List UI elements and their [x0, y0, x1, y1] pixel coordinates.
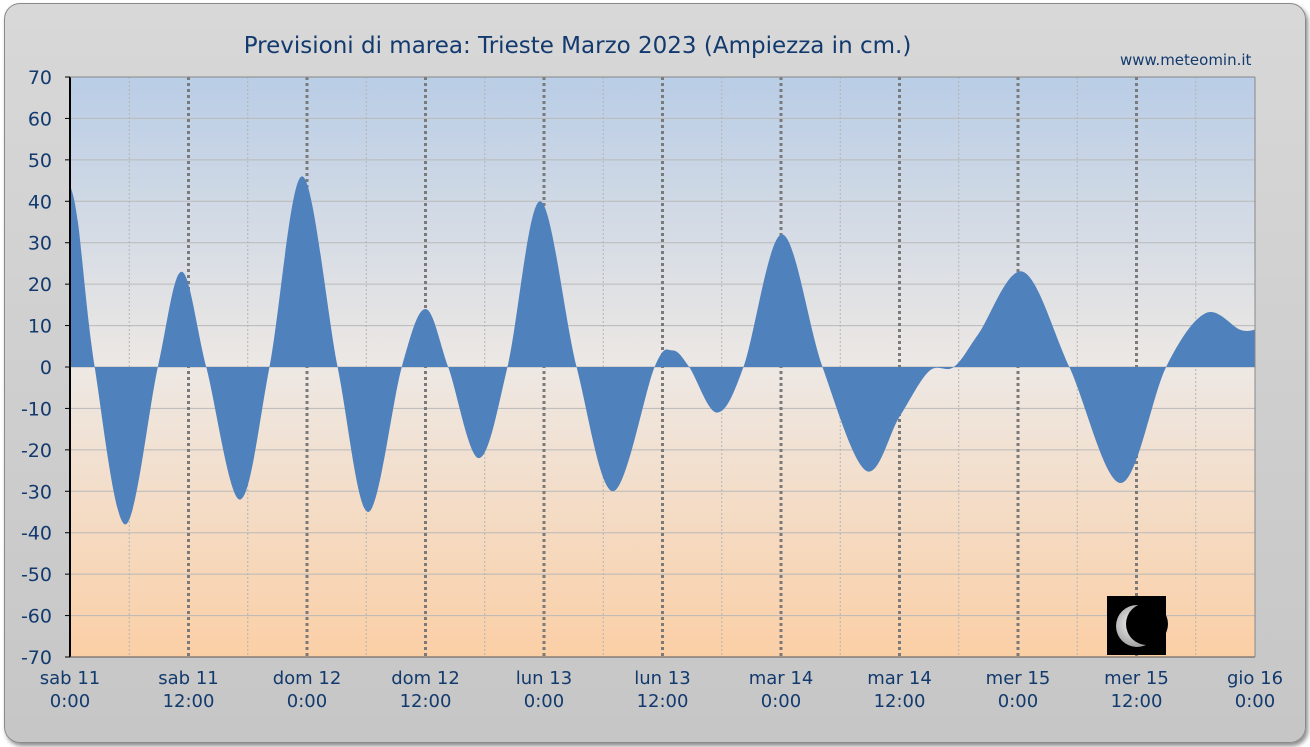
- y-tick-label: -10: [21, 398, 52, 420]
- y-tick-label: -20: [21, 440, 52, 462]
- chart-title: Previsioni di marea: Trieste Marzo 2023 …: [243, 33, 912, 59]
- x-tick-day: sab 11: [158, 668, 218, 689]
- x-tick-label: gio 160:00: [1227, 668, 1283, 712]
- x-tick-time: 0:00: [998, 691, 1038, 712]
- tide-area: [70, 176, 1255, 525]
- x-tick-label: mer 150:00: [986, 668, 1051, 712]
- x-tick-day: mer 15: [1104, 668, 1169, 689]
- x-tick-label: mar 140:00: [749, 668, 814, 712]
- x-tick-time: 0:00: [287, 691, 327, 712]
- x-tick-day: mer 15: [986, 668, 1051, 689]
- waning-crescent-moon-icon: [1107, 596, 1168, 655]
- y-tick-label: -30: [21, 481, 52, 503]
- y-tick-label: 30: [28, 233, 52, 255]
- y-tick-label: -50: [21, 564, 52, 586]
- x-tick-label: sab 110:00: [40, 668, 100, 712]
- x-tick-time: 0:00: [761, 691, 801, 712]
- y-tick-labels: 70 60 50 40 30 20 10 0 -10 -20 -30 -40 -50 -60 -70: [21, 67, 70, 669]
- axes: [69, 76, 1256, 658]
- x-tick-time: 12:00: [1111, 691, 1163, 712]
- y-tick-label: 0: [40, 357, 52, 379]
- x-tick-label: dom 120:00: [273, 668, 342, 712]
- x-tick-day: gio 16: [1227, 668, 1283, 689]
- x-tick-time: 0:00: [524, 691, 564, 712]
- x-tick-day: sab 11: [40, 668, 100, 689]
- x-tick-day: lun 13: [634, 668, 690, 689]
- x-tick-day: lun 13: [516, 668, 572, 689]
- y-tick-label: 40: [28, 191, 52, 213]
- y-tick-label: 70: [28, 67, 52, 89]
- x-tick-time: 12:00: [874, 691, 926, 712]
- y-tick-label: -70: [21, 647, 52, 669]
- y-tick-label: -40: [21, 523, 52, 545]
- y-tick-label: 60: [28, 108, 52, 130]
- x-tick-time: 12:00: [637, 691, 689, 712]
- x-tick-time: 12:00: [163, 691, 215, 712]
- x-tick-day: mar 14: [749, 668, 814, 689]
- y-tick-label: 50: [28, 150, 52, 172]
- x-tick-day: mar 14: [867, 668, 932, 689]
- y-tick-label: -60: [21, 606, 52, 628]
- x-tick-time: 12:00: [400, 691, 452, 712]
- site-label: www.meteomin.it: [1120, 51, 1252, 69]
- x-tick-day: dom 12: [391, 668, 460, 689]
- x-tick-time: 0:00: [1235, 691, 1275, 712]
- x-tick-label: lun 130:00: [516, 668, 572, 712]
- x-tick-day: dom 12: [273, 668, 342, 689]
- y-tick-label: 10: [28, 316, 52, 338]
- y-tick-label: 20: [28, 274, 52, 296]
- x-tick-time: 0:00: [50, 691, 90, 712]
